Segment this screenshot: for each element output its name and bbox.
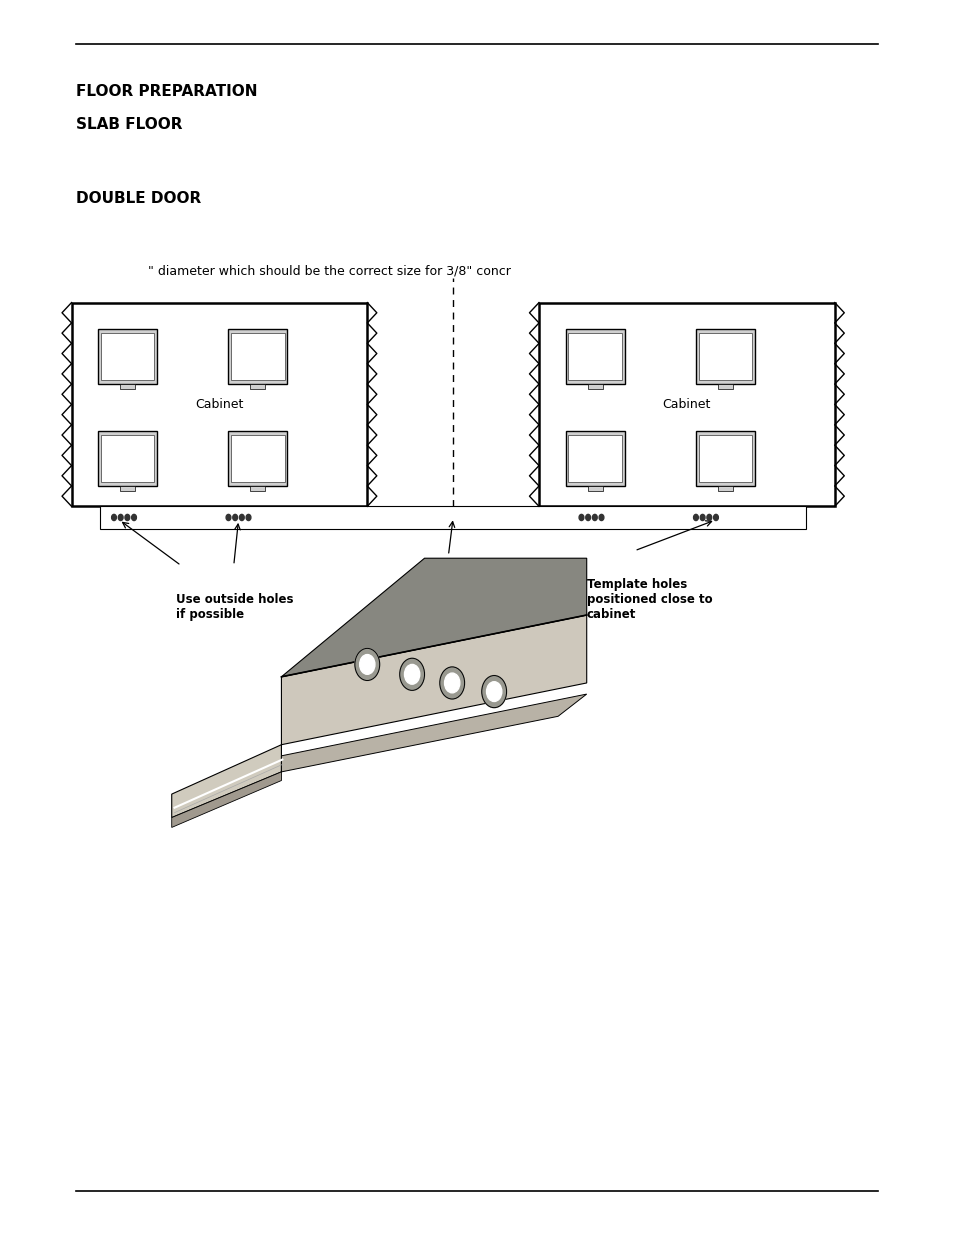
Circle shape: [592, 515, 597, 521]
Bar: [695, 329, 754, 384]
Text: DOUBLE DOOR: DOUBLE DOOR: [76, 191, 201, 206]
Bar: [71, 303, 367, 506]
Bar: [98, 431, 157, 487]
Bar: [228, 329, 287, 384]
Text: Center slots: Center slots: [443, 578, 523, 592]
Text: Cabinet: Cabinet: [195, 398, 243, 411]
Circle shape: [233, 515, 237, 521]
Circle shape: [239, 515, 244, 521]
Bar: [101, 435, 154, 483]
Bar: [120, 384, 135, 389]
Text: Cabinet: Cabinet: [662, 398, 710, 411]
Circle shape: [132, 515, 136, 521]
Circle shape: [444, 673, 459, 693]
Circle shape: [481, 676, 506, 708]
Circle shape: [585, 515, 590, 521]
Bar: [251, 487, 265, 492]
Text: Template holes
positioned close to
cabinet: Template holes positioned close to cabin…: [586, 578, 712, 621]
Bar: [698, 435, 751, 483]
Circle shape: [226, 515, 231, 521]
Circle shape: [598, 515, 603, 521]
Polygon shape: [172, 772, 281, 827]
Polygon shape: [172, 745, 281, 818]
Bar: [587, 384, 602, 389]
Circle shape: [713, 515, 718, 521]
Text: FLOOR PREPARATION: FLOOR PREPARATION: [76, 84, 257, 99]
Circle shape: [700, 515, 704, 521]
Bar: [565, 431, 624, 487]
Circle shape: [399, 658, 424, 690]
Bar: [565, 329, 624, 384]
Bar: [98, 329, 157, 384]
Bar: [120, 487, 135, 492]
Text: " diameter which should be the correct size for 3/8" concr: " diameter which should be the correct s…: [148, 264, 510, 278]
Polygon shape: [281, 694, 586, 772]
Polygon shape: [281, 615, 586, 745]
Circle shape: [578, 515, 583, 521]
Circle shape: [112, 515, 116, 521]
Circle shape: [125, 515, 130, 521]
Circle shape: [706, 515, 711, 521]
Circle shape: [118, 515, 123, 521]
Circle shape: [693, 515, 698, 521]
Circle shape: [246, 515, 251, 521]
Bar: [231, 435, 284, 483]
Polygon shape: [281, 558, 586, 677]
Circle shape: [359, 655, 375, 674]
Circle shape: [355, 648, 379, 680]
Bar: [718, 384, 732, 389]
Bar: [101, 332, 154, 380]
Bar: [538, 303, 834, 506]
Circle shape: [404, 664, 419, 684]
Text: Use outside holes
if possible: Use outside holes if possible: [176, 593, 294, 621]
Bar: [228, 431, 287, 487]
Bar: [587, 487, 602, 492]
Bar: [568, 435, 621, 483]
Circle shape: [439, 667, 464, 699]
Bar: [698, 332, 751, 380]
Bar: [718, 487, 732, 492]
Bar: [568, 332, 621, 380]
Bar: [251, 384, 265, 389]
Bar: [695, 431, 754, 487]
Bar: [100, 506, 805, 529]
Circle shape: [486, 682, 501, 701]
Text: SLAB FLOOR: SLAB FLOOR: [76, 117, 183, 132]
Bar: [231, 332, 284, 380]
